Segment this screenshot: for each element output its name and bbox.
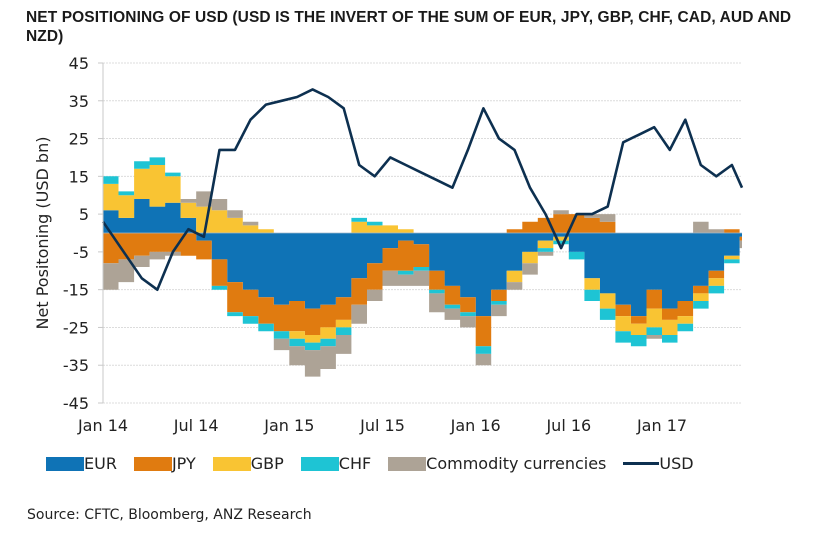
legend-item-eur: EUR [46,454,117,473]
y-tick-label: 35 [69,92,89,111]
y-tick-label: -5 [73,243,89,262]
chart-title: NET POSITIONING OF USD (USD IS THE INVER… [26,9,792,45]
y-tick-label: -45 [63,394,89,413]
y-tick-label: 45 [69,54,89,73]
y-tick-label: 5 [79,205,89,224]
legend-label: USD [659,454,694,473]
area-gbp [103,165,742,343]
area-commodity-currencies [103,191,742,377]
legend-swatch [212,456,251,471]
legend-label: JPY [171,454,196,473]
y-tick-label: 15 [69,167,89,186]
source-note: Source: CFTC, Bloomberg, ANZ Research [27,507,312,523]
x-tick-label: Jul 15 [359,416,405,435]
legend-item-chf: CHF [300,454,372,473]
area-eur [103,199,742,317]
x-tick-label: Jan 16 [450,416,501,435]
legend-swatch [388,456,427,471]
legend-label: Commodity currencies [426,454,607,473]
legend-swatch [623,462,660,465]
y-tick-label: 25 [69,130,89,149]
x-tick-label: Jul 16 [545,416,591,435]
legend-swatch [133,456,172,471]
legend-label: GBP [250,454,284,473]
stacked-areas [103,157,742,377]
legend-swatch [46,456,84,471]
y-axis-label: Net Positoning (USD bn) [33,137,52,330]
legend-label: CHF [338,454,372,473]
y-tick-label: -35 [63,356,89,375]
legend-label: EUR [84,454,117,473]
x-axis: Jan 14 Jul 14 Jan 15 Jul 15 Jan 16 Jul 16 Jan … [77,416,687,435]
legend-item-commodity-currencies: Commodity currencies [388,454,606,473]
legend-item-gbp: GBP [212,454,284,473]
usd-line [101,88,744,292]
legend-item-jpy: JPY [133,454,196,473]
x-tick-label: Jan 14 [77,416,128,435]
x-tick-label: Jan 17 [636,416,687,435]
area-jpy [103,214,742,347]
y-tick-label: -15 [63,281,89,300]
legend-swatch [300,456,339,471]
series-line-usd [101,88,744,292]
y-tick-label: -25 [63,318,89,337]
y-axis: 45 35 25 15 5 -5 -15 -25 -35 -45 [63,54,104,413]
legend: EUR JPY GBP CHF Commodity currencies USD [46,454,711,473]
x-tick-label: Jan 15 [263,416,314,435]
x-tick-label: Jul 14 [173,416,219,435]
legend-item-usd: USD [623,454,694,473]
